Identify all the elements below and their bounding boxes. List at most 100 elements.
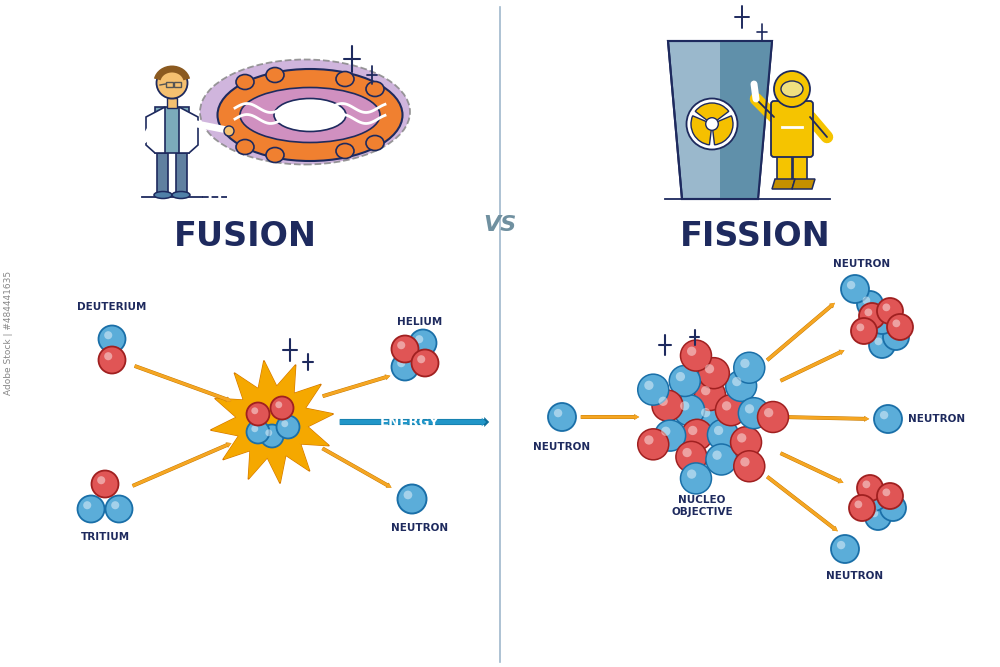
Circle shape <box>687 347 696 356</box>
Circle shape <box>688 426 697 435</box>
Ellipse shape <box>366 135 384 151</box>
Circle shape <box>722 402 731 410</box>
Circle shape <box>92 470 119 498</box>
Wedge shape <box>712 116 733 145</box>
Circle shape <box>841 275 869 303</box>
Circle shape <box>701 386 710 396</box>
Circle shape <box>686 99 738 149</box>
Circle shape <box>680 340 711 371</box>
Circle shape <box>880 495 906 521</box>
Circle shape <box>862 480 870 488</box>
Polygon shape <box>668 41 772 199</box>
Circle shape <box>698 358 729 389</box>
Circle shape <box>857 291 883 317</box>
Circle shape <box>864 308 872 316</box>
Circle shape <box>734 352 765 384</box>
Polygon shape <box>155 107 189 153</box>
Wedge shape <box>691 116 712 145</box>
Polygon shape <box>167 98 177 108</box>
Circle shape <box>831 535 859 563</box>
Circle shape <box>680 402 689 410</box>
Ellipse shape <box>172 191 190 199</box>
Ellipse shape <box>266 147 284 163</box>
Circle shape <box>849 495 875 521</box>
Text: NEUTRON: NEUTRON <box>826 571 884 581</box>
Circle shape <box>78 496 104 522</box>
Bar <box>174 81 180 87</box>
Ellipse shape <box>366 81 384 97</box>
Circle shape <box>882 488 890 496</box>
Polygon shape <box>792 151 807 181</box>
Circle shape <box>866 490 874 498</box>
Circle shape <box>740 359 750 368</box>
Circle shape <box>870 510 878 518</box>
Circle shape <box>638 374 669 405</box>
Circle shape <box>644 381 654 390</box>
Text: ENERGY: ENERGY <box>380 416 439 428</box>
Circle shape <box>862 296 870 304</box>
Text: NEUTRON: NEUTRON <box>533 442 591 452</box>
Circle shape <box>548 403 576 431</box>
Circle shape <box>676 372 685 382</box>
Text: FUSION: FUSION <box>174 221 316 253</box>
Circle shape <box>246 420 270 444</box>
Circle shape <box>694 402 726 432</box>
Ellipse shape <box>236 139 254 155</box>
Circle shape <box>869 308 895 334</box>
Circle shape <box>874 338 882 346</box>
Circle shape <box>260 424 284 448</box>
Circle shape <box>410 329 437 356</box>
Circle shape <box>874 405 902 433</box>
Ellipse shape <box>240 87 380 143</box>
Circle shape <box>701 408 710 418</box>
Circle shape <box>246 402 270 426</box>
Circle shape <box>415 336 423 344</box>
Circle shape <box>655 420 686 451</box>
Circle shape <box>877 483 903 509</box>
Circle shape <box>851 318 877 344</box>
Circle shape <box>224 126 234 136</box>
Circle shape <box>712 450 722 460</box>
Circle shape <box>715 395 746 426</box>
Ellipse shape <box>781 81 803 97</box>
Circle shape <box>404 491 412 500</box>
Circle shape <box>892 319 900 327</box>
Polygon shape <box>146 107 165 153</box>
Circle shape <box>554 409 562 418</box>
Text: DEUTERIUM: DEUTERIUM <box>77 302 147 312</box>
Circle shape <box>714 426 723 435</box>
Circle shape <box>659 397 668 406</box>
Polygon shape <box>776 151 792 181</box>
FancyBboxPatch shape <box>771 101 813 157</box>
Circle shape <box>397 359 405 368</box>
Polygon shape <box>772 179 795 189</box>
Circle shape <box>706 117 718 130</box>
Circle shape <box>885 500 893 508</box>
Circle shape <box>674 395 705 426</box>
Circle shape <box>764 408 773 418</box>
Circle shape <box>854 500 862 508</box>
Ellipse shape <box>218 69 402 161</box>
Polygon shape <box>792 179 815 189</box>
Circle shape <box>726 370 757 402</box>
Ellipse shape <box>336 143 354 159</box>
Circle shape <box>682 448 692 457</box>
Circle shape <box>265 430 272 436</box>
Circle shape <box>705 364 714 374</box>
Circle shape <box>676 442 707 472</box>
Polygon shape <box>211 361 333 484</box>
Circle shape <box>857 475 883 501</box>
Circle shape <box>644 436 654 445</box>
Circle shape <box>104 331 112 340</box>
Circle shape <box>882 303 890 311</box>
Circle shape <box>738 398 769 429</box>
Ellipse shape <box>274 99 346 131</box>
Circle shape <box>682 420 713 450</box>
Circle shape <box>856 323 864 331</box>
Circle shape <box>694 380 726 410</box>
Text: TRITIUM: TRITIUM <box>80 532 130 542</box>
Circle shape <box>745 404 754 414</box>
Circle shape <box>417 355 425 364</box>
Circle shape <box>874 313 882 321</box>
Text: HELIUM: HELIUM <box>397 317 443 327</box>
